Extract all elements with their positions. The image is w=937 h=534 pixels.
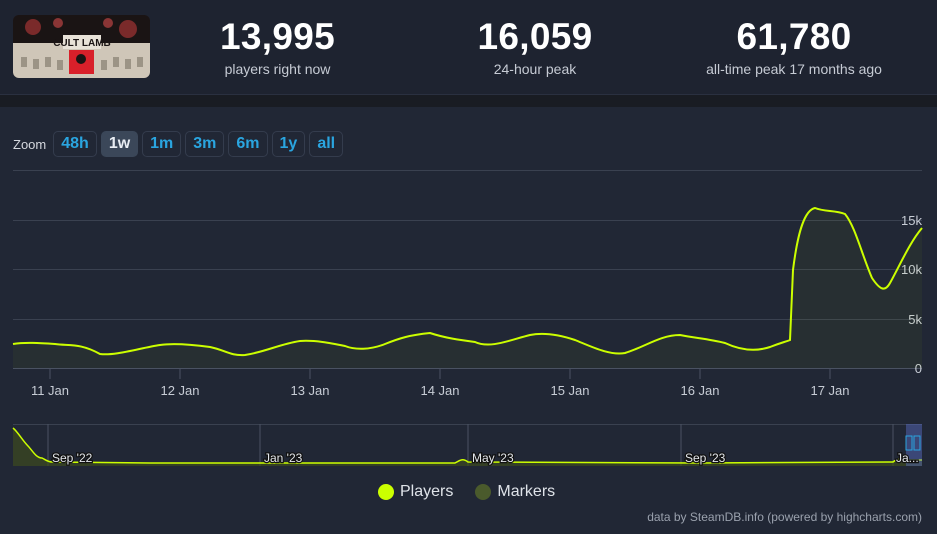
legend-dot-icon bbox=[378, 484, 394, 500]
zoom-1w-button[interactable]: 1w bbox=[100, 131, 139, 157]
y-tick-label: 5k bbox=[908, 312, 922, 327]
x-tick-label: 12 Jan bbox=[160, 383, 199, 398]
navigator-gridlines bbox=[47, 424, 894, 466]
zoom-48h-button[interactable]: 48h bbox=[53, 131, 97, 157]
x-tick-label: 16 Jan bbox=[680, 383, 719, 398]
game-logo: CULT LAMB bbox=[13, 15, 150, 78]
stat-all-time-peak: 61,780 all-time peak 17 months ago bbox=[690, 16, 898, 78]
navigator-chart[interactable]: Sep '22 Jan '23 May '23 Sep '23 Ja... bbox=[0, 422, 937, 470]
y-tick-label: 15k bbox=[901, 213, 922, 228]
nav-tick-label: May '23 bbox=[472, 451, 514, 465]
players-chart[interactable]: 0 5k 10k 15k 11 Jan 12 Jan 13 Jan 14 Jan… bbox=[0, 160, 937, 410]
zoom-all-button[interactable]: all bbox=[309, 131, 344, 157]
stat-24h-peak: 16,059 24-hour peak bbox=[455, 16, 615, 78]
stat-value: 16,059 bbox=[477, 16, 593, 57]
stat-value: 13,995 bbox=[220, 16, 335, 57]
zoom-1m-button[interactable]: 1m bbox=[142, 131, 182, 157]
zoom-1y-button[interactable]: 1y bbox=[271, 131, 306, 157]
svg-text:CULT LAMB: CULT LAMB bbox=[53, 38, 111, 49]
legend-item-players[interactable]: Players bbox=[378, 483, 453, 501]
stat-label: players right now bbox=[224, 61, 331, 77]
game-logo-art: CULT LAMB bbox=[13, 15, 150, 78]
x-tick-label: 11 Jan bbox=[31, 383, 69, 398]
y-tick-label: 10k bbox=[901, 262, 922, 277]
divider bbox=[0, 95, 937, 107]
players-line bbox=[12, 206, 923, 357]
legend-item-markers[interactable]: Markers bbox=[475, 483, 555, 501]
nav-tick-label: Ja... bbox=[896, 451, 919, 465]
nav-tick-label: Sep '23 bbox=[685, 451, 726, 465]
x-axis-ticks bbox=[49, 369, 831, 379]
zoom-3m-button[interactable]: 3m bbox=[185, 131, 225, 157]
x-tick-label: 14 Jan bbox=[420, 383, 459, 398]
players-area bbox=[13, 208, 922, 368]
stat-label: all-time peak 17 months ago bbox=[706, 61, 882, 77]
x-axis-labels: 11 Jan 12 Jan 13 Jan 14 Jan 15 Jan 16 Ja… bbox=[31, 383, 850, 398]
chart-legend: Players Markers bbox=[378, 483, 555, 501]
legend-label: Players bbox=[400, 483, 454, 500]
stat-label: 24-hour peak bbox=[493, 61, 577, 77]
zoom-label: Zoom bbox=[13, 136, 47, 152]
x-tick-label: 17 Jan bbox=[810, 383, 849, 398]
nav-tick-label: Sep '22 bbox=[52, 451, 93, 465]
gridlines bbox=[13, 170, 922, 369]
nav-tick-label: Jan '23 bbox=[264, 451, 303, 465]
y-axis-labels: 0 5k 10k 15k bbox=[901, 213, 922, 376]
legend-dot-icon bbox=[475, 484, 492, 500]
zoom-6m-button[interactable]: 6m bbox=[228, 131, 268, 157]
x-tick-label: 13 Jan bbox=[290, 383, 329, 398]
stat-current-players: 13,995 players right now bbox=[195, 16, 360, 78]
navigator-labels: Sep '22 Jan '23 May '23 Sep '23 Ja... bbox=[51, 450, 920, 467]
x-tick-label: 15 Jan bbox=[550, 383, 589, 398]
chart-credit[interactable]: data by SteamDB.info (powered by highcha… bbox=[647, 510, 922, 524]
stat-value: 61,780 bbox=[736, 16, 852, 57]
navigator-handle-right[interactable] bbox=[913, 435, 921, 451]
navigator-line bbox=[12, 427, 922, 464]
legend-label: Markers bbox=[497, 483, 556, 500]
zoom-selector: Zoom 48h 1w 1m 3m 6m 1y all bbox=[13, 130, 344, 158]
navigator-handle-left[interactable] bbox=[905, 435, 913, 451]
stats-header: CULT LAMB 13,995 players right now 16,05… bbox=[0, 0, 937, 95]
y-tick-label: 0 bbox=[915, 361, 922, 376]
